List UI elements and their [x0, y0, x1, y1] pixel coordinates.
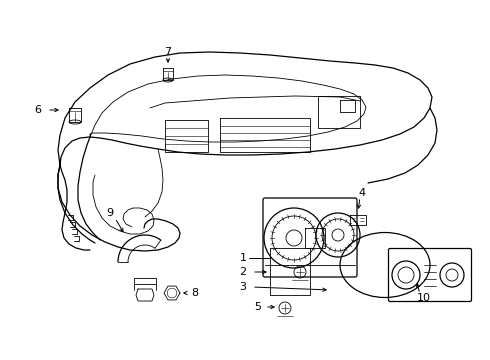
Text: 4: 4 — [359, 188, 366, 198]
Text: 2: 2 — [240, 267, 246, 277]
Text: 5: 5 — [254, 302, 262, 312]
Text: 3: 3 — [240, 282, 246, 292]
Text: 1: 1 — [240, 253, 246, 263]
Text: 6: 6 — [34, 105, 42, 115]
Text: 10: 10 — [417, 293, 431, 303]
Text: 7: 7 — [165, 47, 172, 57]
Text: 9: 9 — [106, 208, 114, 218]
Text: 8: 8 — [192, 288, 198, 298]
